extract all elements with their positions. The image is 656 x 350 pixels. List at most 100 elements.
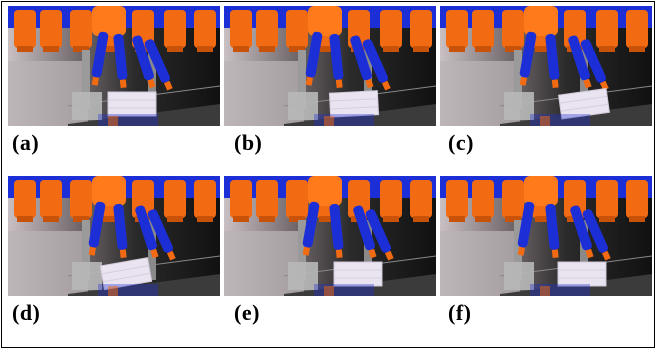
- actuator-cap: [103, 216, 119, 222]
- reflection: [108, 116, 118, 126]
- panel-c: (c): [440, 6, 652, 172]
- actuator-cap: [535, 216, 551, 222]
- actuator-cap: [259, 216, 275, 222]
- frame-post: [298, 50, 306, 110]
- orange-actuator: [40, 10, 62, 48]
- finger-segment: [88, 201, 106, 248]
- finger-segment: [329, 203, 344, 250]
- actuator-cap: [43, 216, 59, 222]
- actuator-cap: [233, 46, 249, 52]
- orange-actuator: [286, 180, 308, 218]
- fingertip: [166, 250, 176, 261]
- panel-label: (a): [12, 130, 40, 155]
- fingertip: [119, 79, 127, 89]
- finger: [568, 35, 592, 89]
- frame-block: [504, 262, 534, 290]
- finger-segment: [365, 209, 391, 253]
- frame-block: [288, 262, 318, 290]
- finger: [329, 203, 344, 259]
- panel-label: (e): [234, 300, 260, 325]
- actuator-cap: [413, 46, 429, 52]
- orange-actuator: [70, 10, 92, 48]
- actuator-cap: [505, 46, 521, 52]
- finger: [517, 201, 535, 256]
- orange-actuator: [380, 10, 402, 48]
- center-actuator: [308, 6, 342, 36]
- finger: [545, 203, 560, 259]
- panel-label: (f): [448, 300, 472, 325]
- photo-a: [8, 6, 220, 126]
- robot-hand-photo: [8, 176, 220, 296]
- fingertip: [551, 79, 559, 89]
- box: [333, 261, 383, 287]
- reflection: [108, 286, 118, 296]
- reflection: [314, 114, 374, 126]
- finger-segment: [91, 31, 109, 78]
- actuator-cap: [43, 46, 59, 52]
- orange-actuator: [14, 180, 36, 218]
- robot-hand-photo: [440, 176, 652, 296]
- center-actuator: [92, 6, 126, 36]
- actuator-cap: [167, 46, 183, 52]
- panel-label: (b): [234, 130, 263, 155]
- orange-actuator: [348, 180, 370, 218]
- finger-segment: [132, 35, 154, 81]
- frame-post: [580, 220, 588, 280]
- actuator-cap: [383, 46, 399, 52]
- actuator-cap: [629, 216, 645, 222]
- actuator-cap: [233, 216, 249, 222]
- robot-hand-photo: [440, 6, 652, 126]
- fingertip: [302, 246, 310, 256]
- orange-actuator: [446, 10, 468, 48]
- finger-segment: [580, 39, 606, 83]
- orange-actuator: [502, 180, 524, 218]
- finger: [135, 205, 159, 259]
- finger-segment: [545, 203, 560, 250]
- reflection: [530, 114, 590, 126]
- actuator-cap: [505, 216, 521, 222]
- actuator-cap: [449, 46, 465, 52]
- orange-actuator: [410, 10, 432, 48]
- finger: [144, 39, 173, 91]
- fingertip: [91, 76, 99, 86]
- table-surface: [68, 274, 220, 296]
- box-body: [557, 261, 607, 287]
- frame-block: [504, 92, 534, 120]
- finger-segment: [144, 39, 170, 83]
- fingertip: [368, 248, 377, 259]
- actuator-cap: [449, 216, 465, 222]
- fingertip: [583, 78, 592, 89]
- finger: [365, 209, 394, 261]
- reflection: [540, 286, 550, 296]
- fingertip: [335, 249, 343, 259]
- box-body: [333, 261, 383, 287]
- panel-b: (b): [224, 6, 436, 172]
- fingertip: [601, 250, 611, 261]
- orange-actuator: [564, 180, 586, 218]
- orange-actuator: [380, 180, 402, 218]
- finger-segment: [302, 201, 320, 248]
- finger-segment: [305, 31, 323, 78]
- frame-block: [72, 262, 102, 290]
- fingertip: [384, 250, 394, 261]
- box-stripe: [560, 103, 609, 112]
- photo-e: [224, 176, 436, 296]
- finger: [132, 35, 156, 89]
- finger-segment: [545, 33, 560, 80]
- frame-post: [514, 220, 522, 280]
- orange-actuator: [256, 10, 278, 48]
- finger: [350, 35, 374, 89]
- frame-post: [298, 220, 306, 280]
- fingertip: [119, 249, 127, 259]
- panel-e: (e): [224, 176, 436, 342]
- actuator-cap: [259, 46, 275, 52]
- frame-post: [82, 50, 90, 110]
- robot-hand-photo: [224, 176, 436, 296]
- finger: [570, 205, 594, 259]
- finger: [302, 201, 320, 256]
- finger-segment: [517, 201, 535, 248]
- actuator-cap: [413, 216, 429, 222]
- finger-segment: [362, 39, 388, 83]
- finger-segment: [113, 33, 128, 80]
